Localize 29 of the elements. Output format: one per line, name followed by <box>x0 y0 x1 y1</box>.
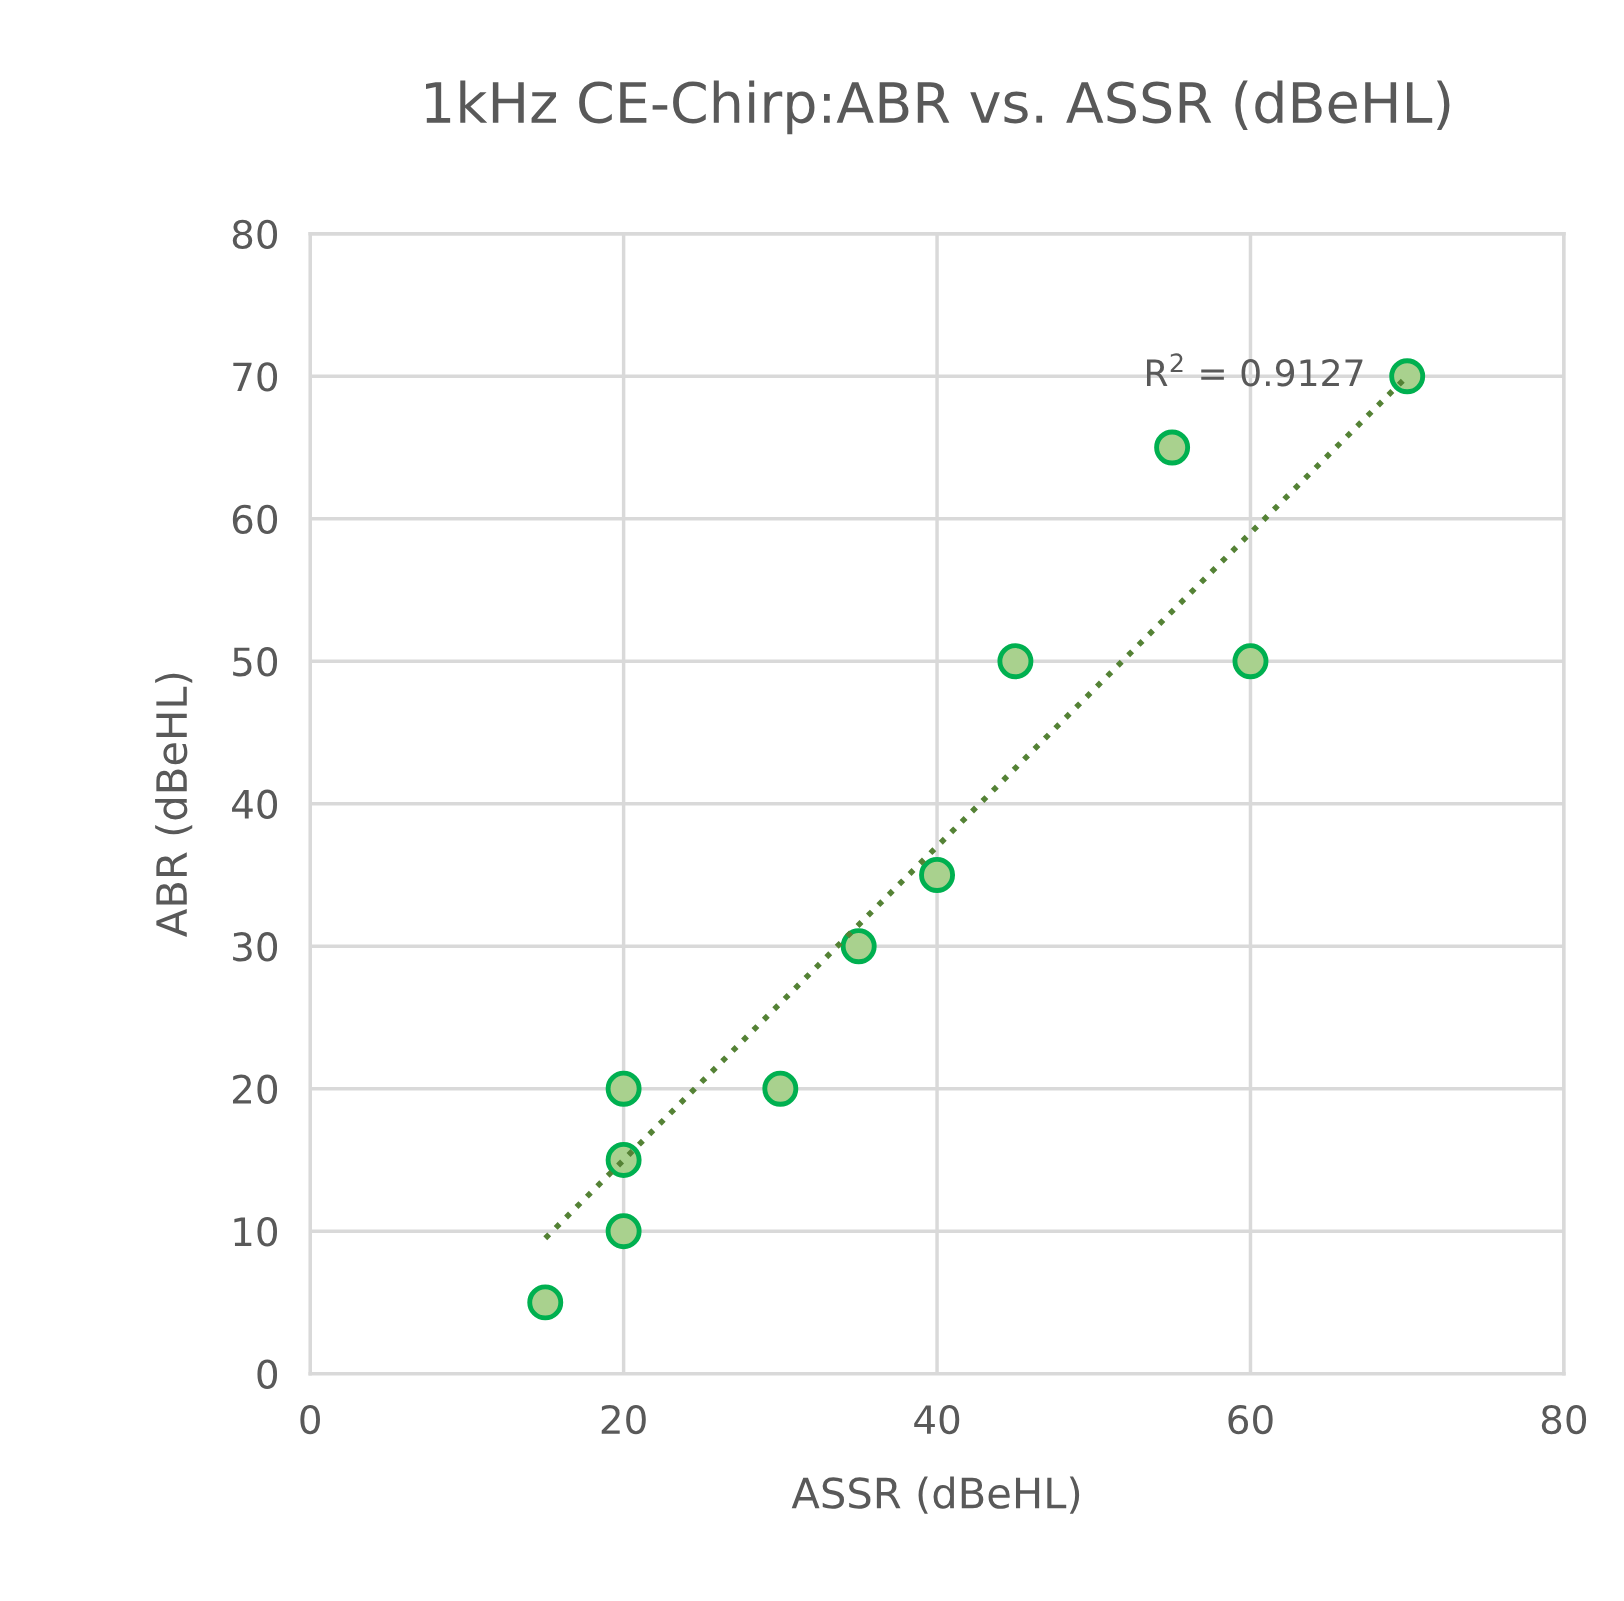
y-tick-label: 30 <box>233 932 278 962</box>
x-tick-label: 60 <box>1228 1404 1273 1435</box>
y-tick-label: 10 <box>234 1217 278 1247</box>
point <box>527 1284 564 1321</box>
y-tick-label: 20 <box>232 1074 278 1105</box>
y-tick-label: 40 <box>232 789 278 820</box>
y-tick-label: 70 <box>233 362 278 392</box>
point <box>1232 643 1269 680</box>
x-tick-label: 0 <box>300 1404 320 1435</box>
point <box>1389 358 1426 395</box>
chart-title: 1kHz CE-Chirp:ABR vs. ASSR (dBeHL) <box>426 80 1450 135</box>
x-tick-label: 40 <box>914 1404 960 1435</box>
point <box>605 1141 642 1178</box>
point <box>762 1070 799 1107</box>
point <box>840 928 877 965</box>
x-axis-title: ASSR (dBeHL) <box>791 1476 1080 1514</box>
y-tick-label: 0 <box>257 1359 278 1389</box>
point <box>605 1213 642 1250</box>
y-tick-label: 80 <box>232 219 278 250</box>
y-tick-label: 60 <box>232 504 278 535</box>
x-tick-label: 20 <box>601 1404 646 1435</box>
annotation: R$^{2}$ = 0.9127 <box>1146 353 1363 387</box>
y-tick-label: 50 <box>233 647 278 677</box>
point <box>605 1070 642 1107</box>
point <box>919 856 956 893</box>
point <box>997 643 1034 680</box>
point <box>1154 429 1191 466</box>
y-axis-title: ABR (dBeHL) <box>155 673 193 937</box>
x-tick-label: 80 <box>1541 1404 1587 1435</box>
